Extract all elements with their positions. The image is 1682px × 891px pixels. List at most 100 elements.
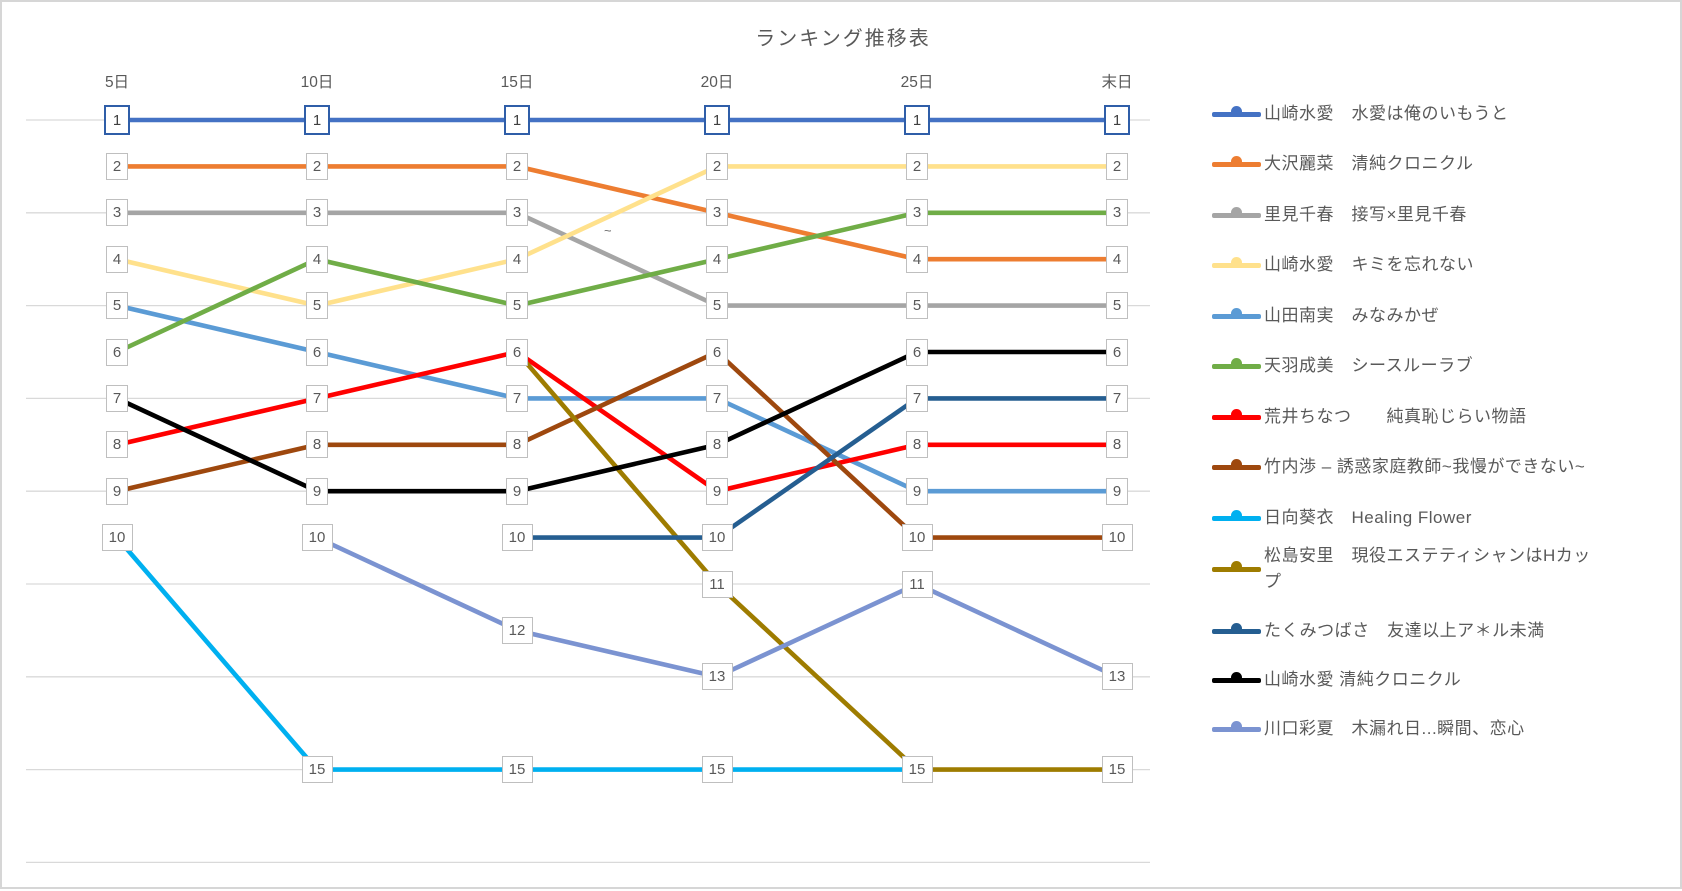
series-line-4[interactable]: [116, 164, 1117, 308]
rank-label-series6-col6[interactable]: 3: [1106, 199, 1128, 227]
rank-label-series6-col4[interactable]: 4: [706, 245, 728, 273]
rank-label-series7-col6[interactable]: 8: [1106, 431, 1128, 459]
series-line-3[interactable]: [117, 210, 1117, 308]
legend-label: 松島安里 現役エステティシャンはHカッ プ: [1264, 546, 1591, 591]
rank-label-series8-col3[interactable]: 8: [506, 431, 528, 459]
rank-label-series5-col5[interactable]: 9: [906, 477, 928, 505]
legend-marker-dot: [1231, 156, 1242, 167]
rank-label-series1-col5[interactable]: 1: [904, 105, 930, 135]
legend-marker-dot: [1231, 207, 1242, 218]
series-line-8[interactable]: [116, 349, 1117, 540]
rank-label-series4-col6[interactable]: 2: [1106, 152, 1128, 180]
rank-label-series3-col3[interactable]: 3: [506, 199, 528, 227]
rank-label-series4-col2[interactable]: 5: [306, 292, 328, 320]
rank-label-series12-col2[interactable]: 9: [306, 477, 328, 505]
chart-title[interactable]: ランキング推移表: [755, 28, 931, 50]
rank-label-series7-col2[interactable]: 7: [306, 384, 328, 412]
rank-label-series7-col5[interactable]: 8: [906, 431, 928, 459]
rank-label-series7-col1[interactable]: 8: [106, 431, 128, 459]
rank-label-series3-col2[interactable]: 3: [306, 199, 328, 227]
rank-label-series5-col4[interactable]: 7: [706, 384, 728, 412]
rank-label-series3-col5[interactable]: 5: [906, 292, 928, 320]
rank-label-series11-col3[interactable]: 10: [501, 524, 533, 552]
rank-label-series11-col6[interactable]: 7: [1106, 384, 1128, 412]
rank-label-series3-col6[interactable]: 5: [1106, 292, 1128, 320]
legend-label: 天羽成美 シースルーラブ: [1264, 356, 1474, 375]
rank-label-series12-col6[interactable]: 6: [1106, 338, 1128, 366]
rank-label-series8-col5[interactable]: 10: [901, 524, 933, 552]
rank-label-series9-col1[interactable]: 10: [101, 524, 133, 552]
legend-marker-line: [1212, 672, 1261, 683]
rank-label-series12-col3[interactable]: 9: [506, 477, 528, 505]
rank-label-series1-col3[interactable]: 1: [504, 105, 530, 135]
rank-label-series5-col6[interactable]: 9: [1106, 477, 1128, 505]
series-line-7[interactable]: [116, 349, 1117, 494]
rank-label-series2-col6[interactable]: 4: [1106, 245, 1128, 273]
rank-label-series2-col3[interactable]: 2: [506, 152, 528, 180]
legend-label: 川口彩夏 木漏れ日...瞬間、恋心: [1264, 719, 1525, 738]
legend-marker-dot: [1231, 672, 1242, 683]
rank-label-series2-col2[interactable]: 2: [306, 152, 328, 180]
series-line-2[interactable]: [117, 164, 1117, 262]
legend-marker-line: [1212, 358, 1261, 369]
rank-label-series6-col2[interactable]: 4: [306, 245, 328, 273]
rank-label-series2-col4[interactable]: 3: [706, 199, 728, 227]
rank-label-series5-col1[interactable]: 5: [106, 292, 128, 320]
rank-label-series7-col4[interactable]: 9: [706, 477, 728, 505]
legend-marker-line: [1212, 207, 1261, 218]
rank-label-series6-col3[interactable]: 5: [506, 292, 528, 320]
legend-marker-line: [1212, 510, 1261, 521]
rank-label-series10-col3[interactable]: 6: [506, 338, 528, 366]
rank-label-series8-col4[interactable]: 6: [706, 338, 728, 366]
rank-label-series10-col4[interactable]: 11: [701, 570, 733, 598]
rank-label-series1-col4[interactable]: 1: [704, 105, 730, 135]
series-line-9[interactable]: [115, 536, 917, 772]
legend-marker-dot: [1231, 623, 1242, 634]
rank-label-series4-col1[interactable]: 4: [106, 245, 128, 273]
rank-label-series2-col5[interactable]: 4: [906, 245, 928, 273]
rank-label-series13-col6[interactable]: 13: [1101, 663, 1133, 691]
stray-mark: ~: [604, 223, 612, 238]
rank-label-series10-col5[interactable]: 15: [901, 756, 933, 784]
rank-label-series3-col1[interactable]: 3: [106, 199, 128, 227]
rank-label-series12-col4[interactable]: 8: [706, 431, 728, 459]
series-line-6[interactable]: [116, 210, 1117, 355]
legend-label: たくみつばさ 友達以上ア＊ル未満: [1264, 621, 1545, 640]
rank-label-series11-col4[interactable]: 10: [701, 524, 733, 552]
rank-label-series12-col5[interactable]: 6: [906, 338, 928, 366]
rank-label-series12-col1[interactable]: 7: [106, 384, 128, 412]
rank-label-series1-col1[interactable]: 1: [104, 105, 130, 135]
rank-label-series8-col2[interactable]: 8: [306, 431, 328, 459]
series-line-13[interactable]: [316, 535, 1118, 680]
rank-label-series6-col5[interactable]: 3: [906, 199, 928, 227]
x-axis-tick-label-1: 5日: [104, 74, 130, 91]
rank-label-series4-col5[interactable]: 2: [906, 152, 928, 180]
series-line-11[interactable]: [517, 396, 1117, 540]
x-axis-tick-label-5: 25日: [900, 74, 934, 91]
legend-marker-dot: [1231, 721, 1242, 732]
rank-label-series8-col1[interactable]: 9: [106, 477, 128, 505]
rank-label-series13-col3[interactable]: 12: [501, 616, 533, 644]
rank-label-series11-col5[interactable]: 7: [906, 384, 928, 412]
rank-label-series8-col6[interactable]: 10: [1101, 524, 1133, 552]
rank-label-series1-col6[interactable]: 1: [1104, 105, 1130, 135]
legend-marker-dot: [1231, 459, 1242, 470]
rank-label-series9-col4[interactable]: 15: [701, 756, 733, 784]
rank-label-series4-col3[interactable]: 4: [506, 245, 528, 273]
rank-label-series6-col1[interactable]: 6: [106, 338, 128, 366]
rank-label-series5-col2[interactable]: 6: [306, 338, 328, 366]
rank-label-series10-col6[interactable]: 15: [1101, 756, 1133, 784]
rank-label-series3-col4[interactable]: 5: [706, 292, 728, 320]
series-line-12[interactable]: [116, 349, 1117, 494]
rank-label-series9-col2[interactable]: 15: [301, 756, 333, 784]
rank-label-series1-col2[interactable]: 1: [304, 105, 330, 135]
rank-label-series9-col3[interactable]: 15: [501, 756, 533, 784]
rank-label-series13-col5[interactable]: 11: [901, 570, 933, 598]
rank-label-series4-col4[interactable]: 2: [706, 152, 728, 180]
rank-label-series13-col2[interactable]: 10: [301, 524, 333, 552]
rank-label-series2-col1[interactable]: 2: [106, 152, 128, 180]
rank-label-series13-col4[interactable]: 13: [701, 663, 733, 691]
legend-marker-line: [1212, 623, 1261, 634]
rank-label-series5-col3[interactable]: 7: [506, 384, 528, 412]
